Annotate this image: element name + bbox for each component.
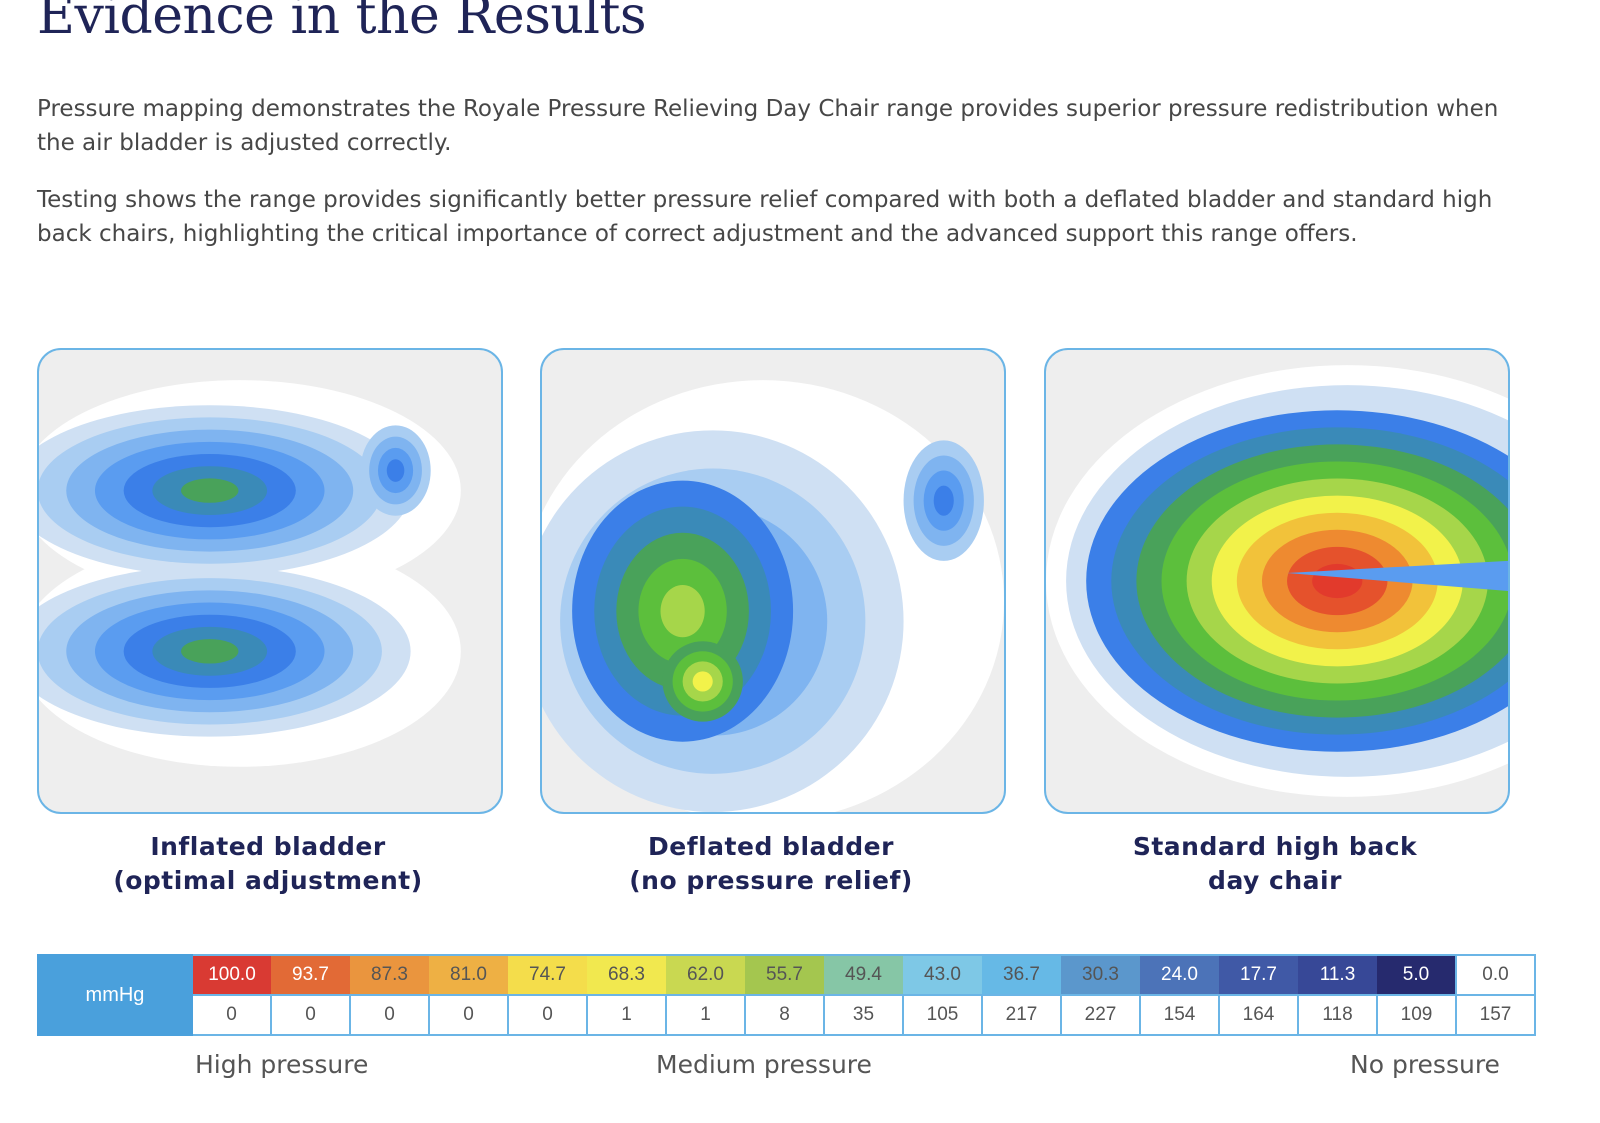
pressure-map-standard xyxy=(1044,348,1510,814)
count-cell: 118 xyxy=(1297,994,1378,1036)
unit-label: mmHg xyxy=(37,954,193,1036)
caption-deflated: Deflated bladder (no pressure relief) xyxy=(629,832,913,895)
pressure-contour xyxy=(933,485,954,516)
count-cell: 0 xyxy=(191,994,272,1036)
scale-cell: 68.3 xyxy=(587,954,666,995)
heatmap-inflated xyxy=(39,380,461,767)
pressure-gap xyxy=(1287,560,1508,592)
pressure-contour xyxy=(660,585,705,638)
heatmap-standard xyxy=(1046,365,1508,797)
count-cell: 8 xyxy=(744,994,825,1036)
count-cell: 157 xyxy=(1455,994,1536,1036)
count-cell: 154 xyxy=(1139,994,1220,1036)
scale-cell: 30.3 xyxy=(1061,954,1140,995)
scale-cell: 17.7 xyxy=(1219,954,1298,995)
scale-cell: 74.7 xyxy=(508,954,587,995)
scale-cell: 49.4 xyxy=(824,954,903,995)
pressure-contour xyxy=(692,671,713,692)
count-cell: 164 xyxy=(1218,994,1299,1036)
scale-cell: 93.7 xyxy=(271,954,350,995)
count-cell: 227 xyxy=(1060,994,1141,1036)
label-no-pressure: No pressure xyxy=(1350,1050,1500,1079)
heatmap-deflated xyxy=(542,380,1004,812)
count-cell: 0 xyxy=(428,994,509,1036)
scale-cell: 36.7 xyxy=(982,954,1061,995)
label-high-pressure: High pressure xyxy=(195,1050,369,1079)
caption-standard: Standard high back day chair xyxy=(1132,832,1418,895)
pressure-legend-table: mmHg 100.0 93.7 87.3 81.0 74.7 68.3 62.0 55.7 49.… xyxy=(37,954,1536,1036)
label-medium-pressure: Medium pressure xyxy=(656,1050,872,1079)
count-cell: 105 xyxy=(902,994,983,1036)
scale-cell: 0.0 xyxy=(1455,954,1536,996)
count-cell: 1 xyxy=(586,994,667,1036)
pressure-map-deflated xyxy=(540,348,1006,814)
scale-cell: 11.3 xyxy=(1298,954,1377,995)
scale-cell: 43.0 xyxy=(903,954,982,995)
scale-cell: 55.7 xyxy=(745,954,824,995)
count-cell: 217 xyxy=(981,994,1062,1036)
scale-cell: 5.0 xyxy=(1377,954,1456,995)
testing-paragraph: Testing shows the range provides signifi… xyxy=(37,187,1493,247)
pressure-map-inflated xyxy=(37,348,503,814)
count-cell: 0 xyxy=(349,994,430,1036)
page-title: Evidence in the Results xyxy=(37,0,647,46)
count-cell: 0 xyxy=(507,994,588,1036)
scale-cell: 24.0 xyxy=(1140,954,1219,995)
count-cell: 109 xyxy=(1376,994,1457,1036)
count-cell: 1 xyxy=(665,994,746,1036)
scale-cell: 87.3 xyxy=(350,954,429,995)
scale-cell: 81.0 xyxy=(429,954,508,995)
pressure-contour xyxy=(181,478,239,503)
scale-cell: 100.0 xyxy=(192,954,271,995)
scale-cell: 62.0 xyxy=(666,954,745,995)
pressure-contour xyxy=(386,459,405,482)
intro-paragraph: Pressure mapping demonstrates the Royale… xyxy=(37,96,1499,156)
count-cell: 0 xyxy=(270,994,351,1036)
pressure-contour xyxy=(181,639,239,664)
caption-inflated: Inflated bladder (optimal adjustment) xyxy=(113,832,423,895)
pressure-contour xyxy=(1312,563,1363,599)
count-cell: 35 xyxy=(823,994,904,1036)
